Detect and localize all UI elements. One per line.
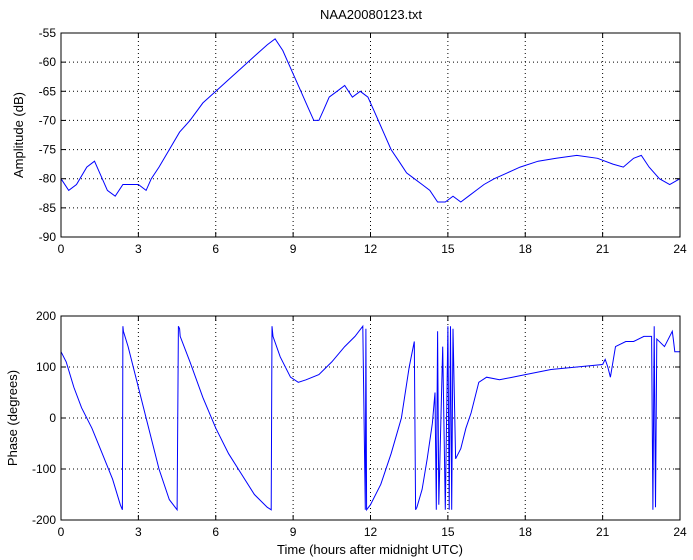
x-tick-label: 12	[364, 525, 378, 539]
x-tick-label: 21	[596, 525, 610, 539]
x-tick-label: 6	[212, 242, 219, 256]
y-tick-label: -65	[39, 84, 57, 98]
amplitude-y-axis-label: Amplitude (dB)	[11, 92, 26, 178]
x-tick-label: 9	[290, 525, 297, 539]
amplitude-panel: 0 3 6 9 12 15 18 21 24 -90 -85 -80 -75 -70 -65 -60 -55 A…	[11, 26, 687, 256]
x-tick-label: 18	[519, 242, 533, 256]
phase-series-line	[60, 324, 680, 512]
x-tick-label: 15	[441, 525, 455, 539]
x-tick-label: 12	[364, 242, 378, 256]
x-tick-label: 24	[673, 242, 687, 256]
x-tick-label: 24	[673, 525, 687, 539]
y-tick-label: -200	[32, 513, 56, 527]
y-tick-label: -70	[39, 113, 57, 127]
x-tick-label: 3	[135, 242, 142, 256]
phase-ticks: 0 3 6 9 12 15 18 21 24 -200 -100 0 100 200	[32, 309, 687, 539]
y-tick-label: -75	[39, 143, 57, 157]
phase-plot-area	[61, 316, 680, 520]
x-tick-label: 6	[212, 525, 219, 539]
amplitude-ticks: 0 3 6 9 12 15 18 21 24 -90 -85 -80 -75 -70 -65 -60 -55	[39, 26, 687, 256]
x-tick-label: 9	[290, 242, 297, 256]
phase-y-axis-label: Phase (degrees)	[5, 370, 20, 466]
x-tick-label: 0	[58, 525, 65, 539]
y-tick-label: 100	[36, 360, 56, 374]
x-tick-label: 3	[135, 525, 142, 539]
x-tick-label: 21	[596, 242, 610, 256]
y-tick-label: -55	[39, 26, 57, 40]
y-tick-label: -85	[39, 201, 57, 215]
y-tick-label: -100	[32, 462, 56, 476]
phase-panel: 0 3 6 9 12 15 18 21 24 -200 -100 0 100 200 Phase (deg…	[5, 309, 687, 557]
y-tick-label: -80	[39, 172, 57, 186]
y-tick-label: 0	[49, 411, 56, 425]
top-chart-title: NAA20080123.txt	[320, 7, 422, 22]
y-tick-label: -90	[39, 230, 57, 244]
amplitude-series-line	[60, 38, 681, 203]
phase-x-axis-label: Time (hours after midnight UTC)	[277, 542, 463, 557]
y-tick-label: 200	[36, 309, 56, 323]
amplitude-plot-area	[61, 33, 680, 237]
y-tick-label: -60	[39, 55, 57, 69]
x-tick-label: 15	[441, 242, 455, 256]
x-tick-label: 18	[519, 525, 533, 539]
x-tick-label: 0	[58, 242, 65, 256]
